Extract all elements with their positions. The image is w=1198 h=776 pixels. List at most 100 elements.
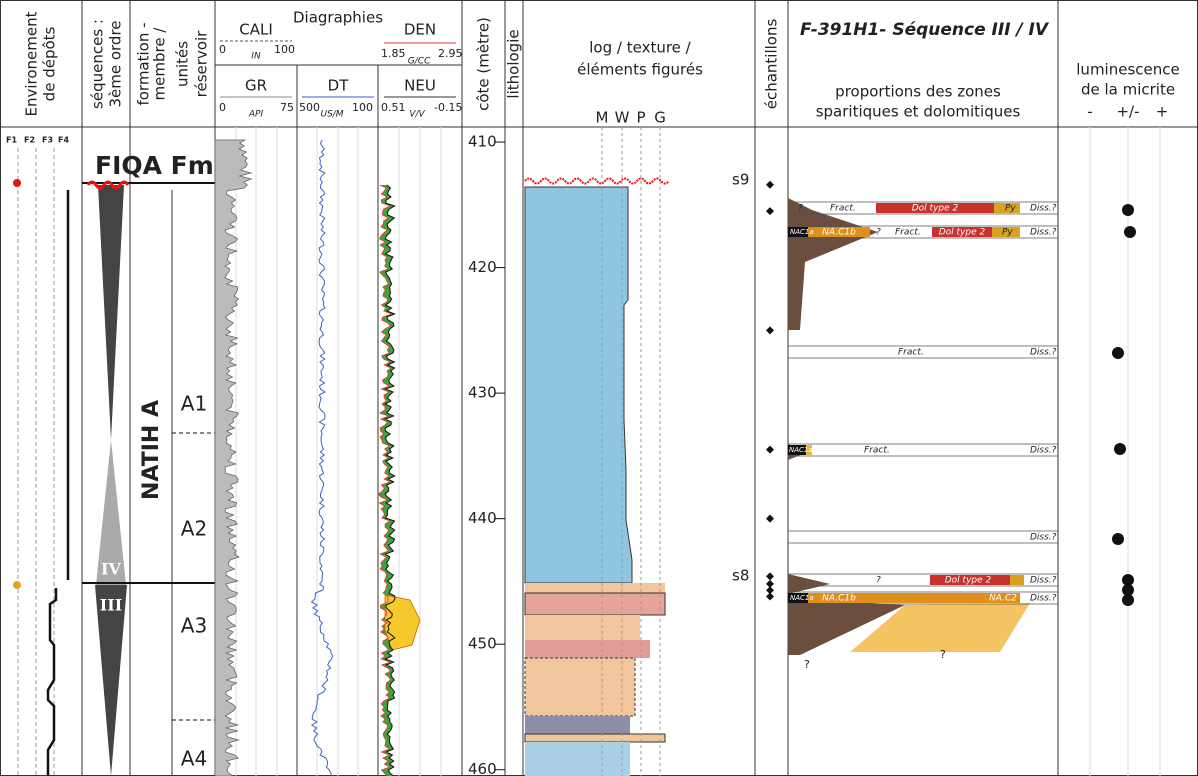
unit: V/V [409, 110, 425, 120]
member-label: NATIH A [139, 400, 164, 500]
gr-curve [214, 139, 253, 776]
well-logs [214, 139, 421, 776]
header: réservoir [193, 30, 211, 97]
row-label: NA.C1b [822, 594, 856, 604]
sample [766, 592, 774, 601]
log-scales: CALI 0 IN 100 GR 0 API 75 DT 500 US/M 10… [219, 21, 463, 120]
luminescence [1112, 204, 1136, 606]
sequence-label: III [100, 596, 122, 615]
header: log / texture / [589, 39, 691, 57]
lithology: s9 s8 [524, 127, 749, 776]
facies-label: F2 [24, 136, 35, 145]
unit-label: A3 [181, 614, 207, 638]
proportions: ? Fract. Dol type 2 Py Diss.? NAC1a NA.C… [788, 198, 1058, 671]
log-name: DEN [404, 21, 436, 39]
row-label: Py [1002, 228, 1013, 238]
unit-label: A1 [181, 392, 207, 416]
row-label: Fract. [830, 204, 856, 214]
header: échantillons [763, 19, 781, 110]
unit-label: A4 [181, 747, 207, 771]
formation-label: FIQA Fm. [95, 151, 223, 180]
log-name: NEU [404, 77, 436, 95]
header: lithologie [505, 29, 523, 98]
log-name: DT [328, 77, 350, 95]
figure-title: F-391H1- Séquence III / IV [800, 20, 1050, 40]
depth-tick-label: 460 [468, 760, 497, 776]
log-name: GR [245, 77, 267, 95]
row-label: Diss.? [1030, 594, 1057, 604]
unit: US/M [320, 110, 343, 120]
row-label: NAC1a [789, 446, 813, 454]
scale: 2.95 [438, 47, 463, 60]
porosity-fill [378, 185, 395, 776]
header: proportions des zones [835, 83, 1001, 101]
row-label: ? [876, 576, 881, 586]
sample [766, 586, 774, 595]
row-label: Dol type 2 [939, 228, 986, 238]
grid [235, 127, 1161, 776]
facies-label: F3 [42, 136, 53, 145]
header: sparitiques et dolomitiques [816, 103, 1021, 121]
row-label: Diss.? [1030, 446, 1057, 456]
depth-tick-label: 410 [468, 133, 497, 151]
row-label: ? [798, 204, 803, 214]
facies-label: F1 [6, 136, 17, 145]
header: de la micrite [1081, 81, 1175, 99]
header: côte (mètre) [475, 17, 493, 111]
scale: -0.15 [434, 101, 462, 114]
depth-tick-label: 440 [468, 509, 497, 527]
sample [766, 326, 774, 335]
scale: 500 [299, 101, 320, 114]
header: membre / [151, 27, 169, 101]
row-label: Diss.? [1030, 348, 1057, 358]
header: séquences : [89, 19, 107, 109]
texture-class: P [636, 109, 645, 127]
row-label: NA.C2 [989, 594, 1017, 604]
header: Environement [23, 11, 41, 116]
header: éléments figurés [577, 61, 703, 79]
depth-tick-label: 450 [468, 635, 497, 653]
scale: 1.85 [381, 47, 406, 60]
sequences: IV III FIQA Fm. NATIH A A1 A2 A3 A4 [82, 151, 223, 776]
environment: F1 F2 F3 F4 [6, 136, 69, 776]
depth-tick-label: 420 [468, 258, 497, 276]
scale: 75 [280, 101, 294, 114]
row-label: NA.C1b [822, 228, 856, 238]
texture-class: W [615, 109, 630, 127]
row-label: Diss.? [1030, 576, 1057, 586]
sample [766, 572, 774, 581]
unit: IN [251, 52, 261, 62]
scale-label: +/- [1116, 103, 1139, 121]
neu-curve [377, 184, 393, 776]
scale: 0.51 [381, 101, 406, 114]
surface-label: s8 [732, 567, 749, 585]
scale-label: - [1087, 103, 1092, 121]
header: 3ème ordre [107, 20, 125, 107]
sequence-label: IV [101, 560, 121, 579]
row-label: Fract. [898, 348, 924, 358]
row-label: Diss.? [1030, 204, 1057, 214]
depth-tick-label: 430 [468, 384, 497, 402]
yellow-fill [384, 594, 421, 651]
note: ? [804, 658, 810, 671]
unit-label: A2 [181, 517, 207, 541]
unit: G/CC [408, 57, 431, 67]
row-label: Diss.? [1030, 533, 1057, 543]
texture-class: M [596, 109, 609, 127]
header: unités [174, 41, 192, 87]
texture-class: G [654, 109, 666, 127]
scale: 0 [219, 43, 226, 56]
sample [766, 445, 774, 454]
scale: 0 [219, 101, 226, 114]
sample [766, 514, 774, 523]
facies-label: F4 [58, 136, 69, 145]
scale: 100 [352, 101, 373, 114]
header: luminescence [1076, 61, 1179, 79]
row-label: Dol type 2 [912, 204, 959, 214]
row-label: ? [876, 228, 881, 238]
log-name: CALI [239, 21, 273, 39]
row-label: Py [1005, 204, 1016, 214]
sample [766, 180, 774, 189]
row-label: Fract. [895, 228, 921, 238]
